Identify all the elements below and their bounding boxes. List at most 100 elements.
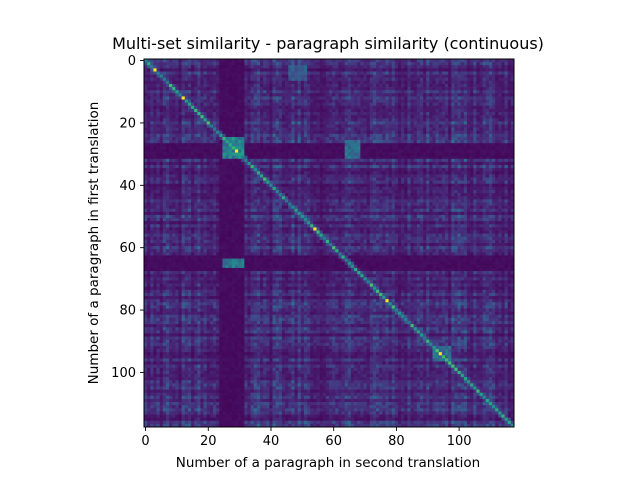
heatmap-cell [426, 115, 430, 119]
heatmap-cell [241, 115, 245, 119]
heatmap-cell [445, 83, 449, 88]
heatmap-cell [187, 74, 192, 79]
heatmap-cell [407, 127, 411, 132]
heatmap-cell [269, 87, 273, 91]
heatmap-cell [256, 168, 261, 172]
heatmap-cell [231, 133, 236, 138]
heatmap-cell [156, 62, 161, 66]
heatmap-cell [206, 74, 211, 79]
heatmap-cell [200, 130, 204, 135]
heatmap-cell [181, 74, 186, 79]
heatmap-cell [379, 93, 383, 97]
heatmap-cell [498, 121, 502, 125]
heatmap-cell [260, 133, 264, 138]
heatmap-cell [266, 62, 270, 66]
heatmap-cell [432, 133, 436, 138]
heatmap-cell [341, 155, 346, 160]
heatmap-cell [297, 118, 302, 122]
heatmap-cell [263, 59, 267, 63]
heatmap-cell [445, 115, 449, 119]
heatmap-cell [404, 124, 408, 128]
heatmap-cell [147, 65, 151, 69]
heatmap-cell [410, 186, 415, 191]
heatmap-cell [354, 62, 358, 66]
heatmap-cell [470, 183, 474, 188]
heatmap-cell [294, 140, 298, 144]
heatmap-cell [275, 136, 280, 141]
heatmap-cell [222, 59, 226, 63]
heatmap-cell [432, 146, 436, 150]
heatmap-cell [366, 115, 371, 119]
heatmap-cell [445, 155, 449, 160]
heatmap-cell [451, 136, 455, 141]
heatmap-cell [466, 83, 471, 88]
heatmap-cell [325, 105, 330, 110]
heatmap-cell [457, 74, 462, 79]
heatmap-cell [313, 115, 317, 119]
heatmap-cell [244, 115, 248, 119]
heatmap-cell [382, 186, 386, 191]
heatmap-cell [366, 165, 371, 169]
heatmap-cell [228, 133, 233, 138]
heatmap-cell [329, 155, 333, 160]
heatmap-cell [162, 68, 167, 72]
heatmap-cell [191, 68, 195, 72]
heatmap-cell [209, 155, 214, 160]
heatmap-cell [407, 165, 411, 169]
heatmap-cell [504, 136, 509, 141]
heatmap-cell [200, 59, 204, 63]
heatmap-cell [228, 80, 233, 85]
heatmap-cell [260, 93, 264, 97]
heatmap-cell [350, 112, 355, 116]
heatmap-cell [203, 83, 208, 88]
heatmap-cell [410, 130, 415, 135]
heatmap-cell [303, 102, 308, 107]
heatmap-cell [159, 112, 164, 116]
heatmap-cell [504, 74, 509, 79]
heatmap-cell [463, 105, 468, 110]
heatmap-cell [272, 143, 277, 147]
heatmap-cell [413, 155, 418, 160]
heatmap-cell [394, 99, 399, 104]
heatmap-cell [165, 108, 170, 113]
heatmap-cell [256, 177, 261, 181]
heatmap-cell [275, 146, 280, 150]
heatmap-cell [247, 177, 251, 181]
heatmap-cell [350, 174, 355, 178]
heatmap-cell [147, 146, 151, 150]
heatmap-cell [225, 83, 230, 88]
heatmap-cell [394, 71, 399, 75]
heatmap-cell [209, 115, 214, 119]
heatmap-cell [419, 180, 424, 185]
heatmap-cell [241, 62, 245, 66]
heatmap-cell [169, 80, 173, 85]
heatmap-cell [363, 71, 367, 75]
heatmap-cell [159, 90, 164, 94]
heatmap-cell [253, 136, 258, 141]
heatmap-cell [281, 152, 286, 157]
heatmap-cell [445, 186, 449, 191]
heatmap-cell [492, 96, 496, 100]
heatmap-cell [410, 146, 415, 150]
heatmap-cell [416, 102, 421, 107]
heatmap-cell [457, 168, 462, 172]
heatmap-cell [153, 115, 157, 119]
heatmap-cell [194, 59, 198, 63]
heatmap-cell [335, 71, 339, 75]
heatmap-cell [313, 149, 317, 153]
heatmap-cell [338, 102, 342, 107]
heatmap-cell [300, 155, 305, 160]
heatmap-cell [441, 121, 446, 125]
heatmap-cell [344, 108, 349, 113]
heatmap-cell [338, 80, 342, 85]
heatmap-cell [307, 158, 311, 163]
heatmap-cell [191, 189, 195, 194]
heatmap-cell [231, 96, 236, 100]
heatmap-cell [203, 99, 208, 104]
heatmap-cell [401, 174, 405, 178]
heatmap-cell [191, 96, 195, 100]
heatmap-cell [203, 77, 208, 82]
heatmap-cell [322, 115, 327, 119]
heatmap-cell [307, 133, 311, 138]
